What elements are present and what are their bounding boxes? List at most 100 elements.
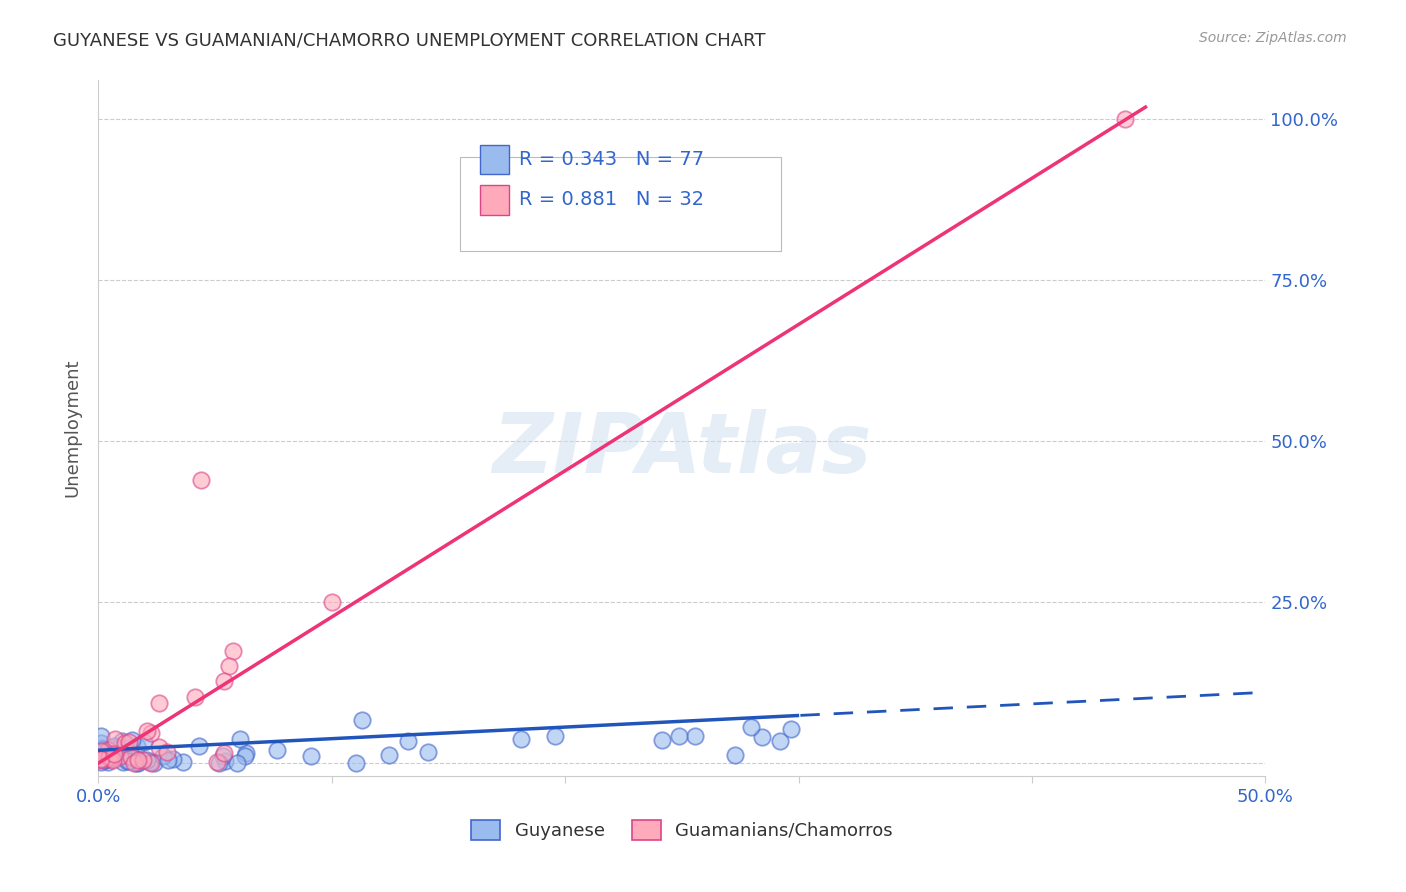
Point — [90, 752, 112, 766]
Point — [683, 729, 706, 743]
Text: GUYANESE VS GUAMANIAN/CHAMORRO UNEMPLOYMENT CORRELATION CHART: GUYANESE VS GUAMANIAN/CHAMORRO UNEMPLOYM… — [53, 31, 766, 49]
Point — [90, 751, 112, 765]
Point — [118, 746, 141, 760]
Point — [111, 756, 134, 770]
Point — [352, 713, 374, 727]
Point — [142, 756, 165, 770]
Point — [114, 736, 136, 750]
Point — [155, 745, 177, 759]
Point — [127, 755, 149, 769]
Point — [148, 696, 170, 710]
Point — [139, 755, 162, 769]
Point — [651, 733, 673, 747]
Point — [235, 746, 257, 760]
Point — [107, 740, 129, 755]
Point — [396, 734, 419, 748]
Point — [139, 726, 162, 740]
FancyBboxPatch shape — [479, 145, 509, 174]
Point — [136, 724, 159, 739]
Point — [148, 739, 170, 754]
Point — [103, 753, 125, 767]
Point — [101, 741, 124, 756]
Point — [226, 756, 249, 770]
Point — [543, 729, 565, 743]
Point — [101, 749, 124, 764]
Point — [118, 735, 141, 749]
Point — [1114, 112, 1136, 126]
Point — [205, 756, 228, 770]
Point — [90, 753, 112, 767]
Point — [172, 756, 194, 770]
Point — [111, 733, 134, 747]
Point — [779, 722, 801, 736]
Point — [229, 731, 252, 746]
Point — [139, 756, 162, 770]
Point — [132, 753, 155, 767]
Point — [103, 747, 125, 762]
Point — [97, 756, 120, 770]
Point — [212, 748, 235, 763]
Point — [94, 743, 117, 757]
FancyBboxPatch shape — [460, 157, 782, 251]
Point — [91, 741, 114, 756]
Point — [188, 739, 211, 753]
Point — [90, 736, 112, 750]
Point — [94, 742, 117, 756]
Point — [125, 756, 148, 770]
Point — [127, 756, 149, 770]
Legend: Guyanese, Guamanians/Chamorros: Guyanese, Guamanians/Chamorros — [464, 813, 900, 847]
Text: ZIPAtlas: ZIPAtlas — [492, 409, 872, 490]
Point — [93, 753, 115, 767]
Point — [90, 744, 112, 758]
Point — [266, 743, 288, 757]
Point — [321, 595, 343, 609]
Point — [214, 754, 236, 768]
Point — [190, 473, 212, 487]
Point — [724, 748, 747, 763]
Point — [208, 756, 231, 770]
Point — [90, 729, 112, 743]
Point — [97, 748, 120, 763]
Point — [104, 731, 127, 746]
Point — [97, 750, 120, 764]
Point — [132, 735, 155, 749]
Text: R = 0.343   N = 77: R = 0.343 N = 77 — [519, 150, 703, 169]
Point — [184, 690, 207, 704]
Point — [96, 746, 118, 760]
Text: Source: ZipAtlas.com: Source: ZipAtlas.com — [1199, 31, 1347, 45]
Point — [221, 643, 243, 657]
Point — [90, 755, 112, 769]
Point — [124, 756, 146, 771]
Point — [112, 741, 135, 756]
Point — [740, 719, 762, 733]
Text: R = 0.881   N = 32: R = 0.881 N = 32 — [519, 191, 703, 210]
FancyBboxPatch shape — [479, 186, 509, 215]
Point — [510, 732, 533, 747]
Point — [156, 753, 179, 767]
Point — [135, 754, 157, 768]
Point — [125, 751, 148, 765]
Point — [416, 745, 439, 759]
Point — [96, 748, 118, 763]
Point — [299, 749, 322, 764]
Point — [120, 749, 142, 764]
Point — [235, 748, 257, 763]
Point — [127, 754, 149, 768]
Point — [115, 755, 138, 769]
Point — [214, 746, 236, 760]
Y-axis label: Unemployment: Unemployment — [63, 359, 82, 498]
Point — [97, 743, 120, 757]
Point — [218, 659, 240, 673]
Point — [93, 743, 115, 757]
Point — [107, 747, 129, 762]
Point — [212, 674, 235, 689]
Point — [668, 729, 690, 743]
Point — [96, 752, 118, 766]
Point — [96, 752, 118, 766]
Point — [103, 739, 125, 754]
Point — [118, 754, 141, 768]
Point — [751, 730, 773, 744]
Point — [152, 749, 174, 764]
Point — [108, 749, 131, 764]
Point — [125, 739, 148, 753]
